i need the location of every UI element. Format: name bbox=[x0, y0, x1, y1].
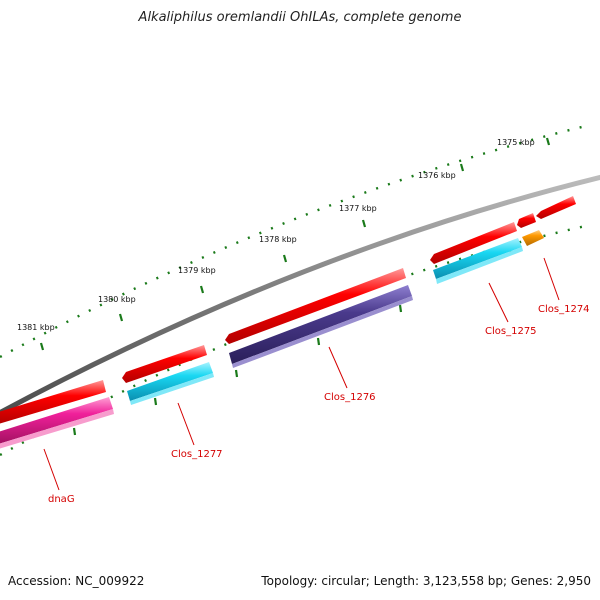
major-tick bbox=[39, 342, 45, 351]
inner-major-tick bbox=[398, 304, 403, 313]
leader-line bbox=[543, 257, 560, 301]
gene-feature-magenta-shadow bbox=[0, 409, 114, 449]
gene-feature-cyan bbox=[127, 362, 213, 401]
outer-tick-ring bbox=[0, 123, 591, 359]
gene-label: Clos_1275 bbox=[485, 326, 537, 337]
leader-line bbox=[328, 346, 348, 389]
kbp-label: 1380 kbp bbox=[98, 295, 136, 304]
genome-backbone bbox=[0, 174, 600, 416]
gene-feature-navy-shadow bbox=[232, 296, 413, 368]
major-ticks bbox=[39, 137, 551, 351]
accession-text: Accession: NC_009922 bbox=[8, 574, 145, 588]
gene-feature-magenta bbox=[0, 397, 113, 444]
gene-feature-navy bbox=[229, 285, 412, 364]
major-tick bbox=[361, 219, 367, 228]
gene-feature-red bbox=[0, 380, 106, 424]
kbp-label: 1379 kbp bbox=[178, 266, 216, 275]
leader-line bbox=[488, 282, 509, 323]
gene-feature-red bbox=[225, 268, 406, 344]
genome-title: Alkaliphilus oremlandii OhILAs, complete… bbox=[138, 10, 462, 25]
major-tick bbox=[459, 163, 465, 172]
gene-feature-red bbox=[430, 222, 517, 264]
gene-feature-red bbox=[517, 213, 536, 228]
leader-line bbox=[43, 448, 60, 491]
genome-stats-text: Topology: circular; Length: 3,123,558 bp… bbox=[261, 574, 591, 588]
kbp-label: 1378 kbp bbox=[259, 235, 297, 244]
inner-major-tick bbox=[316, 337, 321, 346]
gene-feature-cyan-shadow bbox=[436, 247, 523, 284]
major-tick bbox=[199, 285, 205, 294]
major-tick bbox=[118, 313, 124, 322]
gene-label: Clos_1277 bbox=[171, 449, 223, 460]
inner-major-tick bbox=[234, 369, 239, 378]
gene-feature-red bbox=[536, 196, 576, 219]
gene-feature-red bbox=[122, 345, 207, 383]
kbp-label: 1375 kbp bbox=[497, 138, 535, 147]
leader-line bbox=[177, 402, 195, 446]
gene-label: Clos_1276 bbox=[324, 392, 376, 403]
kbp-label: 1377 kbp bbox=[339, 204, 377, 213]
inner-major-tick bbox=[72, 427, 77, 436]
gene-feature-cyan-shadow bbox=[130, 373, 214, 405]
major-tick bbox=[282, 254, 288, 263]
gene-feature-cyan bbox=[433, 238, 522, 279]
major-tick bbox=[545, 137, 551, 146]
kbp-label: 1376 kbp bbox=[418, 171, 456, 180]
inner-major-tick bbox=[153, 397, 158, 406]
kbp-label: 1381 kbp bbox=[17, 323, 55, 332]
gene-feature-orange bbox=[522, 230, 544, 246]
gene-label: dnaG bbox=[48, 494, 75, 505]
gene-label: Clos_1274 bbox=[538, 304, 590, 315]
